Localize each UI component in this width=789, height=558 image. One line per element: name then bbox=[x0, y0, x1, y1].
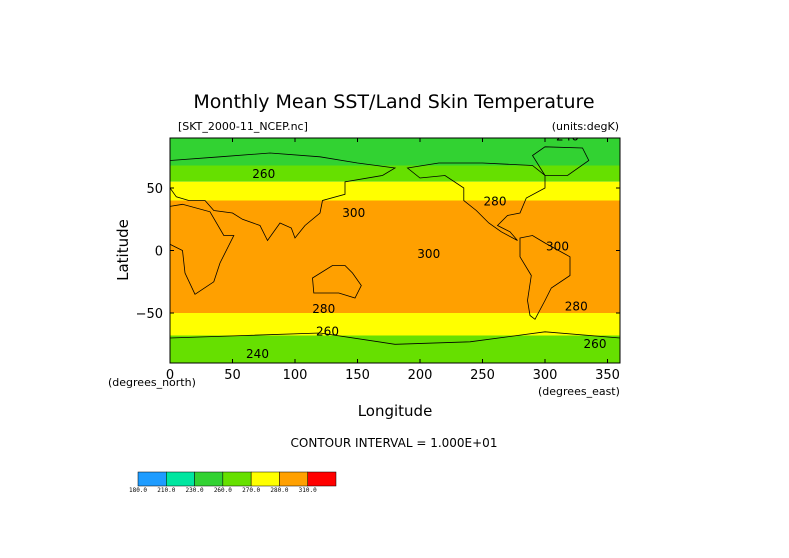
temperature-band-2 bbox=[170, 165, 620, 182]
colorbar-swatch-4 bbox=[250, 471, 280, 487]
colorbar-label-0: 180.0 bbox=[129, 487, 147, 494]
x-tick-label-7: 350 bbox=[595, 368, 620, 383]
chart-title: Monthly Mean SST/Land Skin Temperature bbox=[193, 91, 594, 113]
x-tick-label-0: 0 bbox=[166, 368, 174, 383]
units-label: (units:degK) bbox=[552, 120, 619, 133]
x-axis-label: Longitude bbox=[358, 402, 433, 420]
x-tick-label-1: 50 bbox=[224, 368, 241, 383]
landmass-outline-2 bbox=[406, 162, 546, 241]
contour-label-3: 300 bbox=[342, 206, 365, 220]
contour-interval: CONTOUR INTERVAL = 1.000E+01 bbox=[291, 436, 498, 450]
temperature-band-6 bbox=[170, 313, 620, 326]
x-tick-label-4: 200 bbox=[408, 368, 433, 383]
temperature-band-0 bbox=[170, 138, 620, 148]
temperature-band-5 bbox=[170, 298, 620, 313]
landmass-outline-1 bbox=[170, 203, 235, 295]
colorbar-label-3: 260.0 bbox=[214, 487, 232, 494]
colorbar-label-2: 230.0 bbox=[186, 487, 204, 494]
landmass-outline-4 bbox=[312, 265, 362, 299]
contour-label-7: 280 bbox=[565, 300, 588, 314]
y-tick-label-1: 0 bbox=[155, 245, 163, 260]
temperature-band-8 bbox=[170, 335, 620, 363]
colorbar-swatch-2 bbox=[194, 471, 224, 487]
colorbar-swatch-3 bbox=[222, 471, 252, 487]
colorbar-swatch-0 bbox=[137, 471, 167, 487]
contour-label-0: 240 bbox=[556, 130, 579, 144]
colorbar-label-6: 310.0 bbox=[299, 487, 317, 494]
colorbar-label-4: 270.0 bbox=[242, 487, 260, 494]
colorbar-swatch-5 bbox=[279, 471, 308, 487]
landmass-outline-5 bbox=[531, 146, 590, 176]
coastlines bbox=[170, 146, 620, 363]
x-tick-label-6: 300 bbox=[533, 368, 558, 383]
y-tick-label-0: 50 bbox=[146, 182, 163, 197]
landmass-outline-6 bbox=[170, 331, 620, 363]
temperature-band-3 bbox=[170, 181, 620, 201]
x-tick-label-5: 250 bbox=[470, 368, 495, 383]
plot-area: 240 260 280 300 300 300 280 280 260 260 240 bbox=[169, 130, 621, 364]
temperature-band-7 bbox=[170, 325, 620, 336]
colorbar-label-1: 210.0 bbox=[157, 487, 175, 494]
landmass-outline-0 bbox=[170, 152, 397, 242]
landmass-outline-3 bbox=[519, 235, 571, 320]
contour-label-6: 280 bbox=[312, 302, 335, 316]
contour-label-1: 260 bbox=[252, 167, 275, 181]
y-tick-label-2: −50 bbox=[136, 307, 163, 322]
contour-label-9: 260 bbox=[584, 337, 607, 351]
contour-label-8: 260 bbox=[316, 325, 339, 339]
colorbar-label-5: 280.0 bbox=[270, 487, 288, 494]
x-tick-label-2: 100 bbox=[283, 368, 308, 383]
y-axis-label: Latitude bbox=[114, 219, 132, 281]
y-unit-label: (degrees_north) bbox=[108, 376, 196, 389]
contour-label-4: 300 bbox=[417, 247, 440, 261]
x-unit-label: (degrees_east) bbox=[538, 385, 620, 398]
colorbar-swatch-1 bbox=[166, 471, 195, 487]
contour-label-2: 280 bbox=[484, 195, 507, 209]
contour-label-10: 240 bbox=[246, 347, 269, 361]
temperature-band-4 bbox=[170, 200, 620, 298]
colorbar: 180.0 210.0 230.0 260.0 270.0 280.0 310.0 bbox=[129, 471, 337, 494]
contour-label-5: 300 bbox=[546, 240, 569, 254]
source-label: [SKT_2000-11_NCEP.nc] bbox=[178, 120, 308, 133]
temperature-band-1 bbox=[170, 148, 620, 166]
colorbar-swatch-6 bbox=[307, 471, 337, 487]
x-tick-label-3: 150 bbox=[345, 368, 370, 383]
